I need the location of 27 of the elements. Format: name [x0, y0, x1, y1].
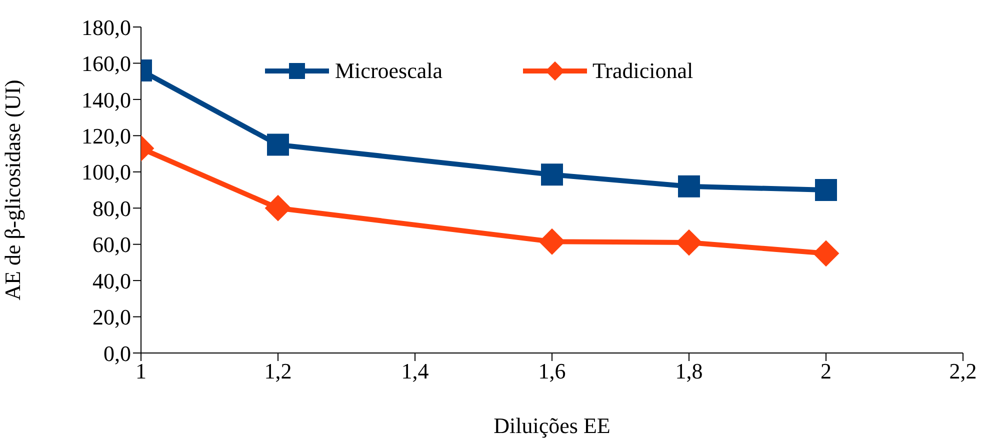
x-tick-label: 1 [136, 358, 146, 384]
y-tick-label: 40,0 [92, 268, 131, 294]
x-tick-label: 1,4 [401, 358, 429, 384]
x-tick-label: 1,8 [675, 358, 703, 384]
y-tick-label: 100,0 [82, 160, 131, 185]
y-tick-label: 80,0 [92, 196, 131, 221]
x-tick-label: 2,2 [949, 358, 977, 384]
x-tick-label: 2 [820, 358, 832, 384]
y-tick-label: 60,0 [92, 232, 131, 258]
y-tick-label: 0,0 [104, 340, 131, 366]
point [541, 164, 563, 186]
point [267, 134, 289, 156]
y-tick-label: 180,0 [82, 14, 131, 40]
point [678, 175, 700, 198]
y-tick-label: 160,0 [82, 51, 131, 76]
point [264, 194, 292, 222]
point [815, 179, 837, 201]
y-tick-label: 120,0 [82, 123, 131, 148]
x-tick-label: 1,6 [538, 358, 566, 384]
x-axis-title: Diluições EE [494, 413, 610, 438]
x-tick-label: 1,2 [264, 358, 292, 384]
y-axis-title: AE de β-glicosidase (UI) [0, 80, 25, 300]
point [812, 240, 840, 267]
y-tick-label: 20,0 [92, 304, 131, 330]
legend-label: Tradicional [592, 58, 694, 84]
legend-label: Microescala [335, 58, 442, 84]
y-tick-label: 140,0 [82, 87, 131, 112]
